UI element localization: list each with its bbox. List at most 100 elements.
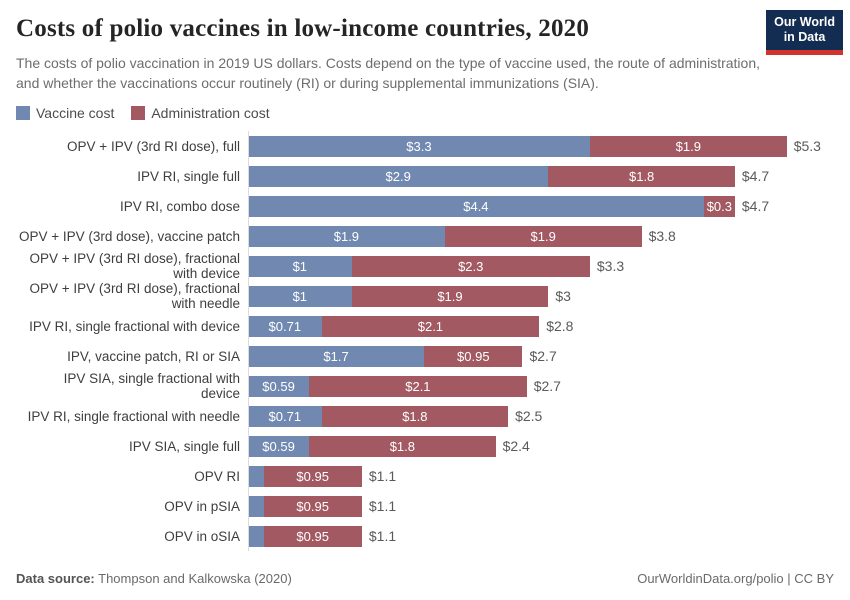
table-row: IPV RI, single fractional with needle $0… bbox=[0, 401, 850, 431]
administration-cost-bar[interactable]: $2.1 bbox=[321, 315, 540, 337]
legend-label-vaccine-cost: Vaccine cost bbox=[36, 105, 115, 122]
vaccine-cost-bar[interactable] bbox=[248, 525, 264, 547]
chart-legend: Vaccine cost Administration cost bbox=[16, 105, 834, 121]
vaccine-value-label: $0.71 bbox=[268, 408, 302, 424]
stacked-bar: $0.95 bbox=[248, 495, 362, 517]
total-value-label: $3.8 bbox=[648, 228, 676, 245]
stacked-bar: $0.59 $1.8 bbox=[248, 435, 496, 457]
category-label: OPV RI bbox=[194, 468, 240, 484]
vaccine-cost-bar[interactable]: $1 bbox=[248, 285, 352, 307]
administration-cost-bar[interactable]: $1.9 bbox=[351, 285, 549, 307]
table-row: OPV in oSIA $0.95 $1.1 bbox=[0, 521, 850, 551]
table-row: OPV in pSIA $0.95 $1.1 bbox=[0, 491, 850, 521]
vaccine-cost-bar[interactable] bbox=[248, 495, 264, 517]
credit-link[interactable]: OurWorldinData.org/polio | CC BY bbox=[637, 571, 834, 586]
vaccine-value-label: $1 bbox=[292, 288, 308, 304]
total-value-label: $2.8 bbox=[546, 318, 574, 335]
administration-cost-bar[interactable]: $1.9 bbox=[444, 225, 642, 247]
total-value-label: $1.1 bbox=[368, 528, 397, 545]
administration-cost-bar[interactable]: $0.95 bbox=[263, 525, 362, 547]
y-axis-line bbox=[248, 131, 249, 552]
table-row: OPV + IPV (3rd RI dose), fractional with… bbox=[0, 251, 850, 281]
vaccine-value-label: $3.3 bbox=[406, 138, 432, 154]
vaccine-value-label: $1 bbox=[292, 258, 308, 274]
administration-cost-bar[interactable]: $2.3 bbox=[351, 255, 590, 277]
vaccine-cost-bar[interactable]: $1.7 bbox=[248, 345, 425, 367]
total-value-label: $2.4 bbox=[502, 438, 530, 455]
administration-cost-bar[interactable]: $0.95 bbox=[263, 465, 362, 487]
legend-item-vaccine-cost[interactable]: Vaccine cost bbox=[16, 105, 114, 121]
table-row: OPV + IPV (3rd dose), vaccine patch $1.9… bbox=[0, 221, 850, 251]
category-label: OPV in pSIA bbox=[164, 498, 240, 514]
administration-value-label: $0.3 bbox=[706, 198, 732, 214]
chart-header: Costs of polio vaccines in low-income co… bbox=[0, 0, 850, 93]
total-value-label: $3 bbox=[555, 288, 571, 305]
total-value-label: $2.5 bbox=[515, 408, 543, 425]
category-label: OPV + IPV (3rd RI dose), fractional with… bbox=[29, 251, 240, 282]
vaccine-cost-bar[interactable]: $2.9 bbox=[248, 165, 549, 187]
vaccine-cost-bar[interactable]: $4.4 bbox=[248, 195, 704, 217]
total-value-label: $5.3 bbox=[793, 138, 821, 155]
administration-cost-bar[interactable]: $0.3 bbox=[703, 195, 735, 217]
table-row: IPV RI, single full $2.9 $1.8 $4.7 bbox=[0, 161, 850, 191]
data-source-label: Data source: bbox=[16, 571, 95, 586]
category-label: IPV RI, single full bbox=[137, 168, 240, 184]
stacked-bar: $3.3 $1.9 bbox=[248, 135, 787, 157]
administration-cost-bar[interactable]: $1.9 bbox=[589, 135, 787, 157]
category-label: OPV + IPV (3rd dose), vaccine patch bbox=[19, 228, 240, 244]
administration-value-label: $2.3 bbox=[458, 258, 484, 274]
vaccine-cost-bar[interactable]: $3.3 bbox=[248, 135, 590, 157]
administration-cost-bar[interactable]: $0.95 bbox=[263, 495, 362, 517]
category-label: IPV SIA, single full bbox=[128, 438, 240, 454]
owid-logo-line1: Our World bbox=[774, 15, 835, 29]
administration-value-label: $0.95 bbox=[457, 348, 490, 364]
administration-cost-bar[interactable]: $1.8 bbox=[321, 405, 509, 427]
owid-logo-line2: in Data bbox=[783, 30, 826, 45]
stacked-bar: $0.71 $2.1 bbox=[248, 315, 540, 337]
administration-value-label: $1.9 bbox=[675, 138, 701, 154]
table-row: OPV RI $0.95 $1.1 bbox=[0, 461, 850, 491]
category-label: IPV RI, combo dose bbox=[119, 198, 240, 214]
owid-logo[interactable]: Our World in Data bbox=[766, 10, 843, 55]
stacked-bar: $0.95 bbox=[248, 525, 362, 547]
vaccine-cost-bar[interactable]: $1 bbox=[248, 255, 352, 277]
data-source-value: Thompson and Kalkowska (2020) bbox=[98, 571, 292, 586]
administration-cost-bar[interactable]: $1.8 bbox=[309, 435, 496, 457]
administration-cost-bar[interactable]: $1.8 bbox=[548, 165, 735, 187]
stacked-bar: $2.9 $1.8 bbox=[248, 165, 735, 187]
vaccine-cost-bar[interactable]: $0.71 bbox=[248, 315, 322, 337]
vaccine-value-label: $0.71 bbox=[268, 318, 302, 334]
total-value-label: $4.7 bbox=[741, 198, 770, 215]
administration-value-label: $2.1 bbox=[405, 378, 431, 394]
total-value-label: $2.7 bbox=[529, 348, 557, 365]
administration-value-label: $1.8 bbox=[628, 168, 655, 184]
total-value-label: $1.1 bbox=[368, 468, 397, 485]
administration-cost-bar[interactable]: $0.95 bbox=[424, 345, 523, 367]
total-value-label: $1.1 bbox=[368, 498, 397, 515]
table-row: IPV RI, combo dose $4.4 $0.3 $4.7 bbox=[0, 191, 850, 221]
category-label: OPV in oSIA bbox=[164, 528, 240, 544]
vaccine-value-label: $0.59 bbox=[262, 438, 295, 454]
total-value-label: $2.7 bbox=[533, 378, 561, 395]
vaccine-cost-bar[interactable]: $0.59 bbox=[248, 375, 310, 397]
chart-subtitle: The costs of polio vaccination in 2019 U… bbox=[16, 54, 760, 92]
table-row: IPV RI, single fractional with device $0… bbox=[0, 311, 850, 341]
stacked-bar: $1.9 $1.9 bbox=[248, 225, 642, 247]
vaccine-cost-bar[interactable]: $0.71 bbox=[248, 405, 322, 427]
stacked-bar: $4.4 $0.3 bbox=[248, 195, 735, 217]
bar-chart: OPV + IPV (3rd RI dose), full $3.3 $1.9 … bbox=[0, 131, 850, 552]
total-value-label: $3.3 bbox=[596, 258, 625, 275]
vaccine-cost-bar[interactable]: $0.59 bbox=[248, 435, 310, 457]
page-title: Costs of polio vaccines in low-income co… bbox=[16, 15, 590, 42]
category-label: IPV RI, single fractional with needle bbox=[27, 408, 240, 424]
vaccine-cost-bar[interactable] bbox=[248, 465, 264, 487]
vaccine-value-label: $0.59 bbox=[262, 378, 295, 394]
category-label: IPV, vaccine patch, RI or SIA bbox=[67, 348, 240, 364]
table-row: OPV + IPV (3rd RI dose), fractional with… bbox=[0, 281, 850, 311]
administration-value-label: $2.1 bbox=[417, 318, 444, 334]
legend-item-administration-cost[interactable]: Administration cost bbox=[131, 105, 270, 121]
administration-value-label: $0.95 bbox=[296, 498, 329, 514]
vaccine-cost-bar[interactable]: $1.9 bbox=[248, 225, 445, 247]
administration-cost-bar[interactable]: $2.1 bbox=[309, 375, 527, 397]
